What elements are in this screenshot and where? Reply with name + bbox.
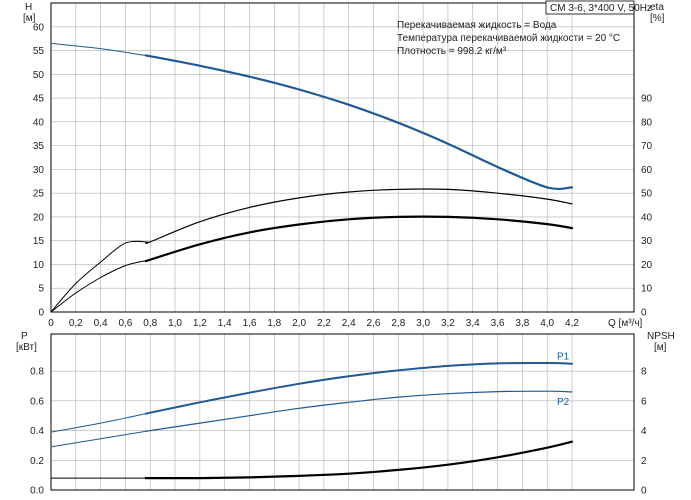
x-tick-label: 0,8	[143, 318, 157, 329]
npsh-tick-label: 6	[641, 396, 647, 407]
h-axis-unit: [м]	[23, 13, 36, 24]
h-tick-label: 40	[33, 117, 45, 128]
h-tick-label: 15	[33, 236, 45, 247]
x-tick-label: 0,2	[69, 318, 83, 329]
eta-tick-label: 30	[641, 236, 653, 247]
x-tick-label: 2,4	[342, 318, 356, 329]
h-tick-label: 35	[33, 141, 45, 152]
curve-head-efficiency-1-lowflow	[50, 240, 149, 313]
x-tick-label: 2,0	[292, 318, 306, 329]
curve-p2	[145, 390, 573, 432]
series-label-p1: P1	[557, 352, 570, 363]
npsh-tick-label: 2	[641, 456, 647, 467]
eta-tick-label: 60	[641, 165, 653, 176]
npsh-tick-label: 8	[641, 367, 647, 378]
h-tick-label: 50	[33, 70, 45, 81]
x-tick-label: 0,6	[118, 318, 132, 329]
model-title: CM 3-6, 3*400 V, 50Hz	[550, 3, 652, 14]
eta-tick-label: 70	[641, 141, 653, 152]
p-axis-unit: [кВт]	[16, 342, 37, 353]
h-tick-label: 20	[33, 212, 45, 223]
h-tick-label: 0	[38, 308, 44, 319]
x-tick-label: 3,0	[416, 318, 430, 329]
top-plot-frame	[50, 2, 635, 313]
fluid-note: Плотность = 998.2 кг/м³	[397, 46, 507, 57]
x-tick-label: 1,4	[218, 318, 232, 329]
x-tick-label: 2,2	[317, 318, 331, 329]
h-tick-label: 10	[33, 260, 45, 271]
p-tick-label: 0.6	[30, 396, 44, 407]
x-tick-label: 1,8	[267, 318, 281, 329]
h-tick-label: 55	[33, 46, 45, 57]
x-tick-label: 4,0	[540, 318, 554, 329]
x-tick-label: 2,6	[367, 318, 381, 329]
curve-p1-lowflow	[50, 412, 149, 433]
x-tick-label: 4,2	[565, 318, 579, 329]
h-tick-label: 25	[33, 189, 45, 200]
p-tick-label: 0.4	[30, 426, 44, 437]
eta-tick-label: 50	[641, 189, 653, 200]
x-tick-label: 1,2	[193, 318, 207, 329]
x-tick-label: 2,8	[391, 318, 405, 329]
h-tick-label: 45	[33, 94, 45, 105]
eta-tick-label: 10	[641, 284, 653, 295]
curve-p1	[144, 361, 573, 415]
eta-tick-label: 0	[641, 308, 647, 319]
p-axis-label: P	[21, 331, 28, 342]
x-tick-label: 3,8	[515, 318, 529, 329]
p-tick-label: 0.0	[30, 486, 44, 497]
eta-axis-label: eta	[650, 2, 664, 13]
npsh-tick-label: 4	[641, 426, 647, 437]
npsh-axis-label: NPSH	[647, 331, 675, 342]
curve-head-efficiency-2-lowflow	[50, 259, 149, 313]
x-tick-label: 3,6	[491, 318, 505, 329]
bottom-plot-frame	[50, 333, 635, 491]
eta-tick-label: 40	[641, 212, 653, 223]
curve-head-efficiency-2	[144, 215, 574, 263]
npsh-tick-label: 0	[641, 486, 647, 497]
curve-head-efficiency-1	[145, 188, 573, 245]
model-box	[545, 0, 635, 15]
x-tick-label: 0,4	[94, 318, 108, 329]
x-tick-label: 1,6	[243, 318, 257, 329]
curve-power-npsh-2	[144, 440, 574, 480]
fluid-note: Перекачиваемая жидкость = Вода	[397, 20, 557, 31]
p-tick-label: 0.2	[30, 456, 44, 467]
p-tick-label: 0.8	[30, 367, 44, 378]
series-label-p2: P2	[557, 397, 570, 408]
curve-head-efficiency-0-lowflow	[50, 42, 149, 57]
h-tick-label: 5	[38, 284, 44, 295]
x-tick-label: 3,4	[466, 318, 480, 329]
x-tick-label: 3,2	[441, 318, 455, 329]
h-tick-label: 30	[33, 165, 45, 176]
h-axis-label: H	[25, 2, 32, 13]
eta-axis-unit: [%]	[650, 13, 665, 24]
eta-tick-label: 20	[641, 260, 653, 271]
npsh-axis-unit: [м]	[654, 342, 667, 353]
x-axis-label: Q [м³/ч]	[608, 318, 643, 329]
x-tick-label: 1,0	[168, 318, 182, 329]
eta-tick-label: 90	[641, 94, 653, 105]
x-tick-label: 0	[48, 318, 54, 329]
eta-tick-label: 80	[641, 117, 653, 128]
curve-head-efficiency-0	[144, 54, 574, 191]
fluid-note: Температура перекачиваемой жидкости = 20…	[397, 33, 620, 44]
h-tick-label: 60	[33, 22, 45, 33]
curve-p2-lowflow	[50, 430, 149, 448]
